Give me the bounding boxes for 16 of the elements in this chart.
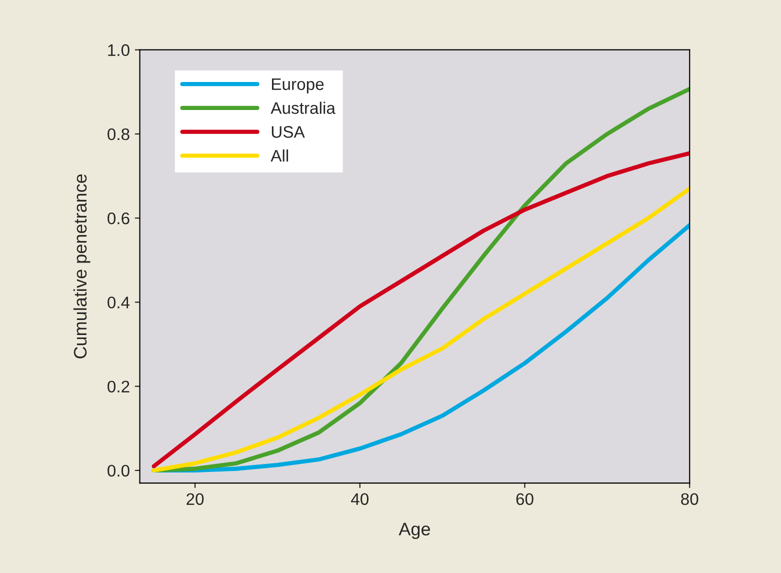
legend-label: All [270,149,288,162]
x-axis-title: Age [398,522,430,540]
y-tick-label: 1.0 [108,44,130,56]
y-tick-label: 0.4 [108,296,130,308]
legend-label: Australia [270,102,336,114]
y-axis-title: Cumulative penetrance [73,174,90,358]
y-tick-label: 0.8 [108,128,130,140]
y-tick-label: 0.6 [108,212,130,224]
legend-label: Europe [272,78,324,94]
y-tick-label: 0.0 [108,464,130,477]
x-tick-label: 80 [681,493,698,506]
x-tick-label: 20 [186,493,204,506]
x-tick-label: 60 [516,493,534,506]
x-tick-label: 40 [351,493,369,506]
y-tick-label: 0.2 [108,380,130,393]
legend-label: USA [272,126,305,138]
